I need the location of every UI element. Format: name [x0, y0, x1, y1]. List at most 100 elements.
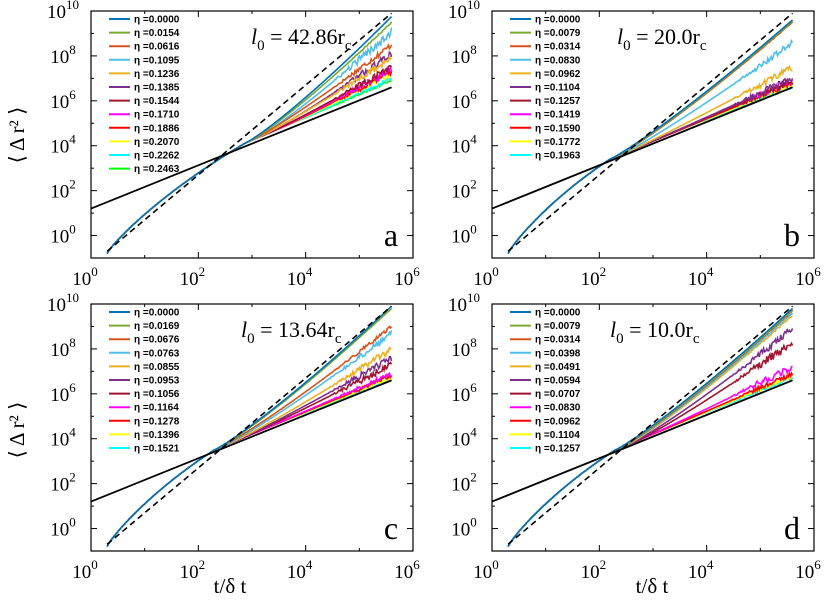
panel-b: 100 102 104 106 100 102 104 106 108 1010 η =0.0000… [448, 0, 821, 290]
y-tick-label: 1010 [47, 0, 79, 23]
x-tick-label: 104 [688, 557, 714, 583]
y-tick-label: 102 [451, 470, 477, 496]
panel-c: 100 102 104 106 100 102 104 106 108 1010 η =0.0000… [47, 290, 420, 583]
legend-label: η =0.0491 [535, 362, 581, 373]
y-tick-label: 102 [50, 470, 76, 496]
ticks-c [90, 303, 414, 552]
panel-letter-c: c [384, 510, 398, 546]
legend-label: η =0.1236 [134, 69, 180, 80]
plot-area-c [91, 305, 393, 547]
x-tick-label: 100 [72, 264, 98, 290]
legend-label: η =0.1772 [535, 137, 581, 148]
legend-label: η =0.0169 [134, 321, 180, 332]
ballistic-reference-line-c [106, 305, 393, 545]
y-axis-title-top: ⟨ Δ r² ⟩ [5, 107, 29, 164]
diffusive-reference-line-d [492, 379, 793, 503]
x-tick-label: 102 [180, 557, 206, 583]
legend-label: η =0.1710 [134, 110, 180, 121]
y-tick-label: 100 [50, 515, 76, 541]
l0-annotation-c: l0 = 13.64rc [241, 317, 342, 347]
plot-area-d [492, 305, 794, 547]
legend-label: η =0.1056 [134, 389, 180, 400]
l0-annotation-d: l0 = 10.0rc [610, 317, 700, 347]
y-tick-label: 100 [451, 515, 477, 541]
x-tick-label: 100 [72, 557, 98, 583]
y-tick-label: 104 [451, 425, 477, 451]
ballistic-reference-line-d [507, 305, 794, 545]
x-tick-label: 102 [581, 557, 607, 583]
legend-label: η =0.1544 [134, 96, 180, 107]
legend-label: η =0.1104 [535, 430, 580, 441]
legend-label: η =0.1257 [535, 444, 581, 455]
x-axis-title-left: t/δ t [214, 574, 247, 598]
legend-label: η =0.1095 [134, 55, 180, 66]
y-tick-label: 106 [50, 380, 76, 406]
panel-letter-d: d [784, 510, 800, 546]
legend-label: η =0.0079 [535, 28, 581, 39]
ballistic-reference-line-b [507, 12, 794, 252]
x-tick-label: 100 [473, 264, 499, 290]
legend-label: η =0.0079 [535, 321, 581, 332]
x-tick-label: 102 [180, 264, 206, 290]
plot-area-b [492, 12, 794, 254]
diffusive-reference-line-b [492, 86, 793, 210]
series-line-c-8 [106, 374, 393, 547]
series-line-b-8 [507, 81, 794, 254]
legend-label: η =0.1278 [134, 416, 180, 427]
x-tick-label: 102 [581, 264, 607, 290]
legend-label: η =0.0962 [535, 69, 581, 80]
x-tick-label: 106 [394, 557, 420, 583]
series-line-b-0 [507, 19, 794, 254]
series-line-c-0 [106, 305, 393, 547]
legend-label: η =0.1963 [535, 151, 581, 162]
legend-label: η =0.0398 [535, 348, 581, 359]
legend-label: η =0.0962 [535, 416, 581, 427]
legend-label: η =0.0763 [134, 348, 180, 359]
legend-label: η =0.0000 [535, 15, 581, 26]
panel-d: 100 102 104 106 100 102 104 106 108 1010 η =0.0000… [448, 290, 821, 583]
legend-label: η =0.0855 [134, 362, 180, 373]
legend-label: η =0.1257 [535, 96, 581, 107]
legend-label: η =0.0000 [134, 308, 180, 319]
legend-label: η =0.1521 [134, 444, 180, 455]
legend-label: η =0.0676 [134, 335, 180, 346]
panel-letter-a: a [384, 217, 398, 253]
y-tick-label: 108 [50, 335, 76, 361]
legend-label: η =0.0000 [535, 308, 581, 319]
x-tick-label: 106 [394, 264, 420, 290]
x-tick-label: 104 [688, 264, 714, 290]
series-line-a-0 [106, 16, 393, 254]
y-tick-label: 1010 [47, 290, 79, 316]
y-tick-label: 1010 [448, 0, 480, 23]
legend-label: η =0.1886 [134, 123, 180, 134]
legend-label: η =0.0594 [535, 376, 581, 387]
legend-label: η =0.2070 [134, 137, 180, 148]
diffusive-reference-line-c [91, 379, 392, 503]
x-tick-label: 100 [473, 557, 499, 583]
ticks-d [491, 303, 815, 552]
y-tick-label: 108 [451, 42, 477, 68]
ballistic-reference-line-a [106, 12, 393, 252]
l0-annotation-a: l0 = 42.86rc [251, 24, 352, 54]
x-axis-title-right: t/δ t [636, 574, 669, 598]
panels-layer: 100 102 104 106 100 102 104 106 108 1010 η =0.0000… [47, 0, 821, 583]
y-tick-label: 102 [50, 177, 76, 203]
ticks-b [491, 10, 815, 259]
y-tick-label: 108 [451, 335, 477, 361]
y-tick-label: 104 [50, 132, 76, 158]
x-tick-label: 106 [795, 557, 821, 583]
series-line-d-9 [507, 374, 793, 547]
y-axis-title-bottom: ⟨ Δ r² ⟩ [5, 402, 29, 459]
legend-label: η =0.0830 [535, 55, 581, 66]
x-tick-label: 104 [287, 264, 313, 290]
panel-letter-b: b [784, 217, 800, 253]
legend-c: η =0.0000 η =0.0169 η =0.0676 η =0.0763 η =0… [109, 308, 180, 455]
legend-label: η =0.2463 [134, 164, 180, 175]
legend-b: η =0.0000 η =0.0079 η =0.0314 η =0.0830 η =0… [510, 15, 581, 162]
l0-annotation-b: l0 = 20.0rc [617, 24, 707, 54]
y-tick-label: 106 [451, 87, 477, 113]
y-tick-label: 104 [50, 425, 76, 451]
legend-d: η =0.0000 η =0.0079 η =0.0314 η =0.0398 η =0… [510, 308, 581, 455]
legend-label: η =0.1104 [535, 83, 580, 94]
